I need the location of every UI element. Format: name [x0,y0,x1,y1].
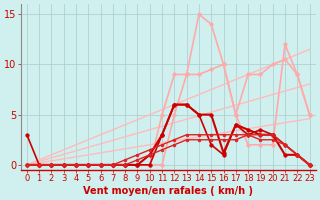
X-axis label: Vent moyen/en rafales ( km/h ): Vent moyen/en rafales ( km/h ) [83,186,253,196]
